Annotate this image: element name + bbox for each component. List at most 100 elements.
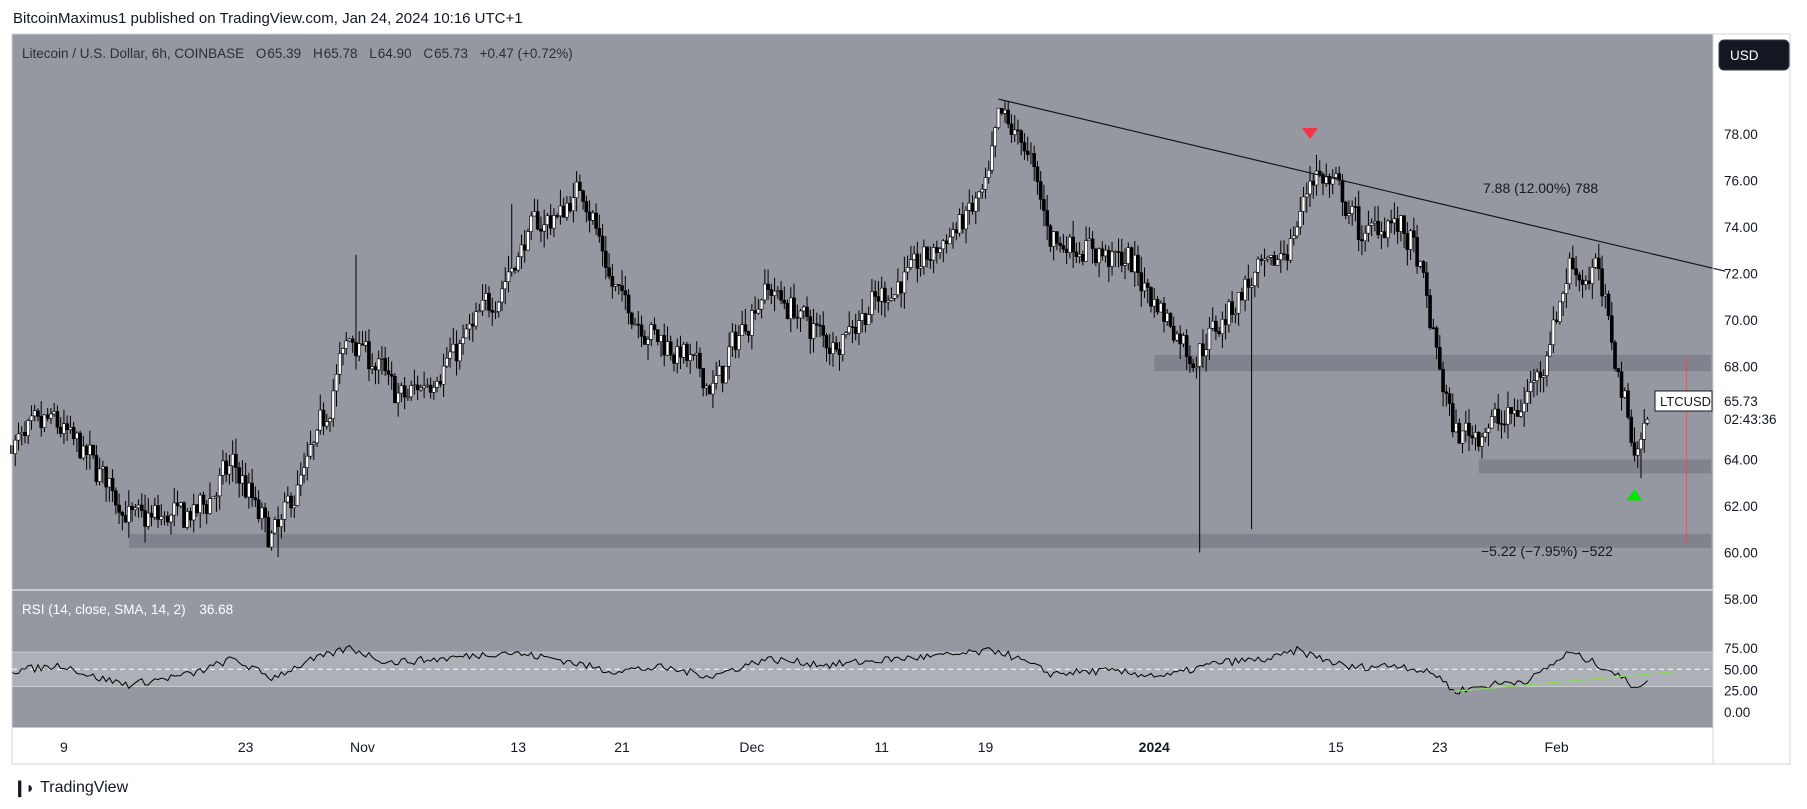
candle-body-107: [357, 343, 362, 357]
candle-body-47: [162, 515, 167, 518]
rsi-legend[interactable]: RSI (14, close, SMA, 14, 2) 36.68: [22, 602, 233, 617]
candle-body-223: [733, 331, 738, 351]
symbol-legend[interactable]: Litecoin / U.S. Dollar, 6h, COINBASE O65…: [22, 46, 573, 61]
candle-body-342: [1119, 251, 1124, 266]
candle-body-282: [925, 246, 929, 260]
candle-body-80: [269, 532, 274, 548]
candle-body-54: [185, 511, 190, 528]
candle-body-493: [1609, 315, 1614, 343]
candle-body-102: [341, 348, 345, 354]
rsi-line[interactable]: [11, 644, 1648, 695]
footer-brand[interactable]: ❙◗ TradingView: [13, 778, 128, 798]
candle-body-155: [513, 268, 517, 271]
candle-body-437: [1428, 295, 1432, 328]
candle-body-208: [685, 344, 689, 361]
open-value: 65.39: [267, 46, 301, 61]
candle-body-126: [419, 387, 423, 391]
candle-body-142: [470, 323, 475, 327]
candle-body-61: [208, 498, 212, 514]
resistance-trendline[interactable]: [998, 98, 1726, 272]
candle-body-439: [1434, 327, 1439, 348]
candle-body-237: [779, 290, 783, 301]
candle-body-77: [260, 507, 264, 519]
close-value: 65.73: [434, 46, 468, 61]
candle-body-21: [78, 432, 82, 459]
candle-body-328: [1074, 251, 1079, 257]
candle-body-67: [227, 465, 232, 475]
lower-measure-label[interactable]: −5.22 (−7.95%) −522: [1481, 543, 1613, 559]
rsi-pane: 75.00 50.00 25.00 0.00: [11, 641, 1758, 720]
candle-body-101: [337, 353, 342, 375]
close-label: C: [423, 46, 433, 61]
candle-body-201: [662, 335, 667, 356]
support-zone-1[interactable]: [128, 533, 1711, 548]
candle-body-401: [1311, 180, 1316, 186]
candle-body-327: [1071, 236, 1075, 253]
candle-body-302: [990, 145, 994, 171]
candle-body-36: [127, 506, 131, 523]
support-zone-2[interactable]: [1154, 354, 1711, 372]
candle-body-381: [1246, 278, 1251, 288]
candle-body-371: [1214, 320, 1218, 332]
currency-button[interactable]: USD: [1718, 39, 1790, 71]
candle-body-281: [922, 246, 926, 267]
candle-body-426: [1392, 218, 1397, 224]
last-price-value: 65.73: [1724, 394, 1758, 409]
candle-body-331: [1084, 240, 1088, 262]
candle-body-71: [240, 475, 245, 484]
candle-body-115: [383, 358, 387, 372]
candle-body-475: [1551, 319, 1556, 346]
time-tick-1: 23: [238, 739, 254, 755]
candle-body-38: [133, 507, 138, 511]
candle-body-236: [776, 290, 780, 292]
candle-body-227: [746, 331, 751, 336]
candle-body-106: [354, 342, 358, 357]
candle-body-303: [993, 127, 998, 147]
candle-body-374: [1223, 318, 1228, 326]
rsi-legend-value: 36.68: [199, 602, 233, 617]
candle-body-269: [883, 287, 887, 303]
candle-body-455: [1486, 427, 1491, 433]
candle-body-30: [107, 478, 112, 488]
candle-body-53: [182, 502, 186, 528]
candle-body-440: [1438, 346, 1442, 370]
candle-body-383: [1253, 271, 1257, 286]
support-zone-3[interactable]: [1478, 459, 1711, 474]
candle-body-495: [1616, 368, 1621, 372]
candle-body-233: [766, 283, 770, 290]
candle-body-445: [1454, 422, 1458, 433]
candle-body-430: [1405, 233, 1410, 250]
candle-body-202: [665, 341, 670, 356]
candle-body-125: [415, 384, 420, 391]
upper-measure-label[interactable]: 7.88 (12.00%) 788: [1483, 180, 1598, 196]
candle-body-89: [299, 474, 303, 486]
candle-body-45: [156, 505, 160, 520]
candle-body-10: [42, 414, 47, 428]
candle-body-188: [620, 285, 624, 291]
candle-body-375: [1227, 301, 1231, 326]
candle-body-133: [441, 365, 446, 385]
candle-body-461: [1506, 407, 1510, 425]
candle-body-24: [88, 444, 92, 456]
candle-body-120: [399, 385, 404, 394]
candle-body-326: [1068, 236, 1072, 253]
candle-body-248: [814, 323, 819, 326]
candle-body-458: [1496, 408, 1501, 424]
candle-body-169: [558, 205, 563, 217]
candle-body-190: [626, 294, 631, 314]
rsi-legend-label: RSI (14, close, SMA, 14, 2): [22, 602, 186, 617]
time-tick-4: 21: [614, 739, 630, 755]
candle-body-63: [214, 495, 219, 498]
candle-body-457: [1493, 408, 1497, 417]
candle-body-325: [1064, 248, 1069, 253]
candle-body-434: [1418, 261, 1423, 267]
rsi-support-trendline[interactable]: [1452, 671, 1674, 693]
candle-body-162: [535, 211, 540, 230]
overlay: [998, 98, 1726, 501]
candle-body-425: [1389, 220, 1393, 224]
time-tick-10: 23: [1432, 739, 1448, 755]
candle-body-52: [178, 502, 183, 507]
candle-body-287: [941, 240, 946, 250]
candle-body-28: [101, 466, 105, 470]
